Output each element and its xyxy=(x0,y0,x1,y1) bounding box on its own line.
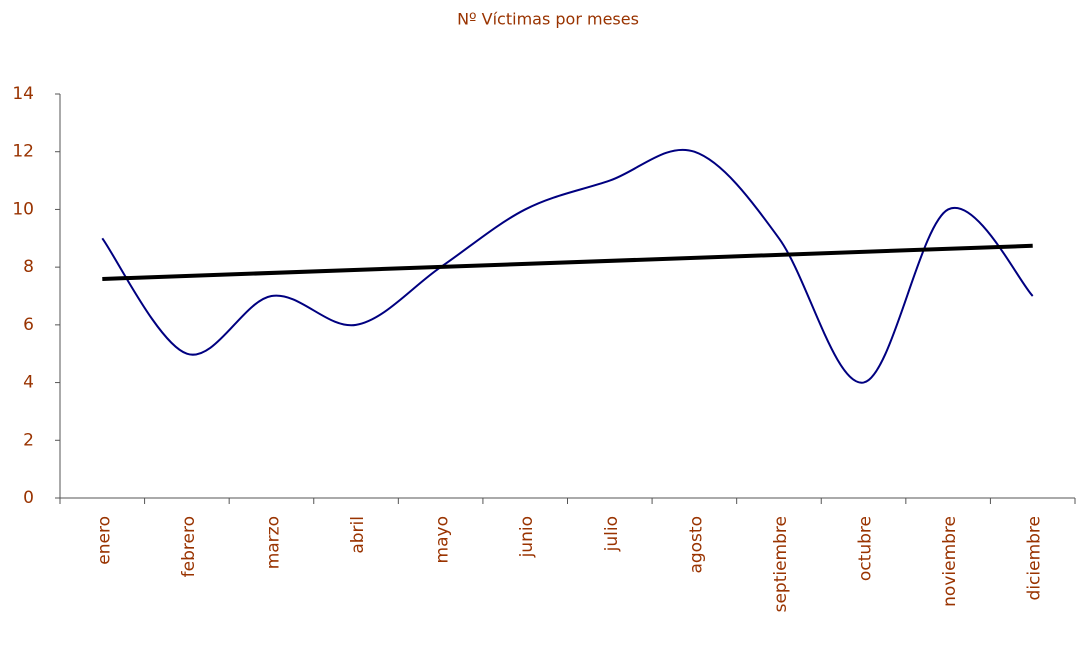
x-tick-label: mayo xyxy=(433,516,453,563)
y-tick-label: 2 xyxy=(23,430,34,450)
x-tick-label: junio xyxy=(517,516,537,558)
x-tick-label: febrero xyxy=(179,516,199,577)
y-tick-label: 4 xyxy=(23,373,34,393)
x-tick-label: julio xyxy=(602,516,622,552)
x-tick-label: abril xyxy=(348,516,368,554)
x-tick-label: noviembre xyxy=(940,516,960,607)
x-tick-label: diciembre xyxy=(1025,516,1045,600)
chart-title: Nº Víctimas por meses xyxy=(457,10,639,29)
x-tick-label: septiembre xyxy=(771,516,791,612)
x-tick-label: marzo xyxy=(263,516,283,569)
y-tick-label: 6 xyxy=(23,315,34,335)
trend-line xyxy=(102,243,1033,281)
y-tick-label: 0 xyxy=(23,488,34,508)
y-tick-label: 14 xyxy=(12,84,34,104)
x-tick-label: octubre xyxy=(856,516,876,581)
x-tick-label: agosto xyxy=(686,516,706,574)
y-tick-label: 12 xyxy=(12,142,34,162)
data-line xyxy=(101,148,1034,384)
y-tick-label: 10 xyxy=(12,199,34,219)
x-tick-label: enero xyxy=(94,516,114,565)
y-tick-label: 8 xyxy=(23,257,34,277)
